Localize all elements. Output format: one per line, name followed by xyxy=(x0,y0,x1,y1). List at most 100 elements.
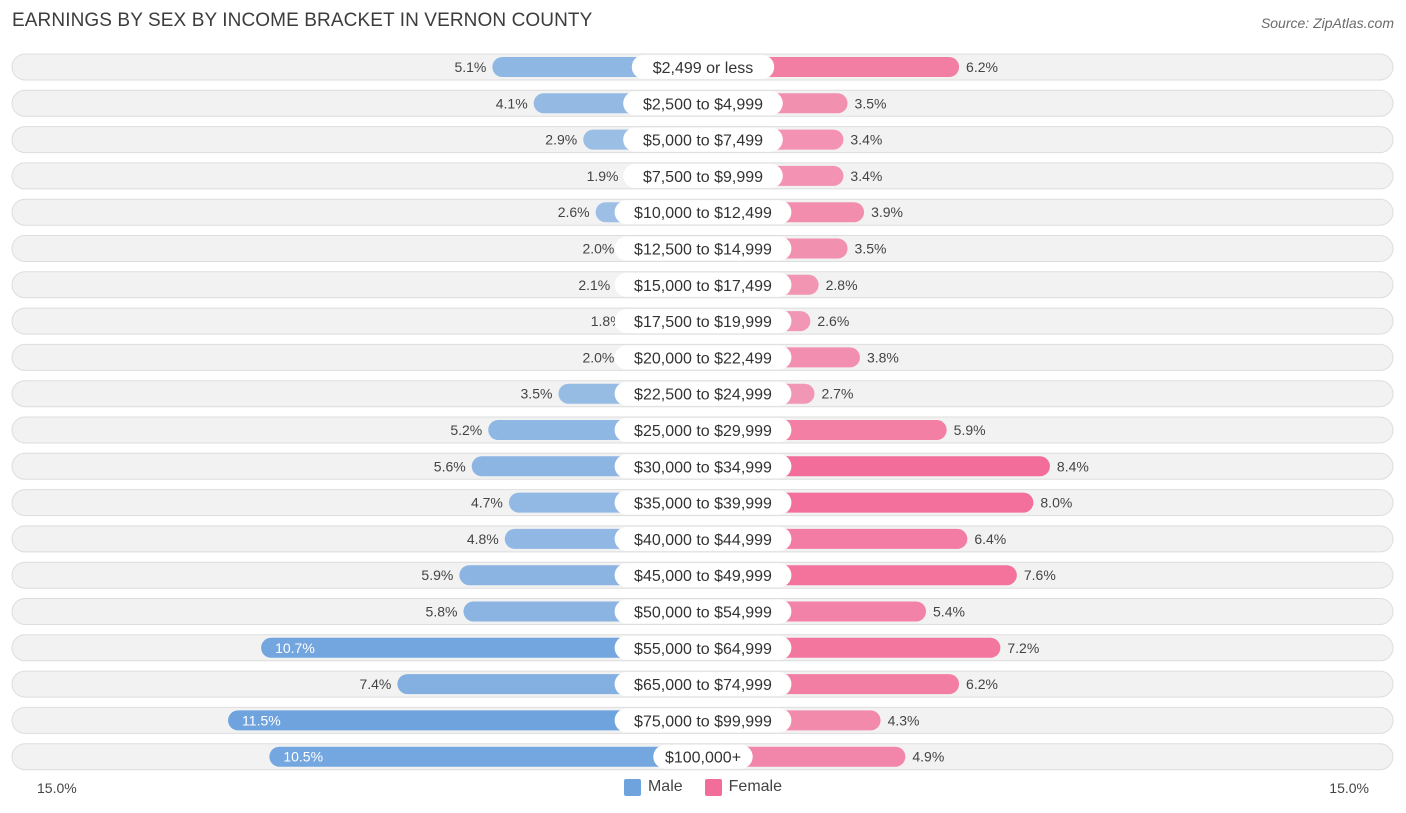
male-value-label: 5.8% xyxy=(426,604,458,620)
category-pill xyxy=(614,672,792,697)
category-pill xyxy=(623,91,783,116)
female-value-label: 4.3% xyxy=(888,712,920,728)
category-pill xyxy=(614,635,792,660)
category-label: $30,000 to $34,999 xyxy=(634,459,772,476)
category-label: $75,000 to $99,999 xyxy=(634,713,772,730)
bar-row: 11.5% 4.3% $75,000 to $99,999 xyxy=(11,706,1394,734)
category-label: $65,000 to $74,999 xyxy=(634,677,772,694)
female-value-label: 3.8% xyxy=(867,349,899,365)
male-value-label: 5.9% xyxy=(421,567,453,583)
legend: Male Female xyxy=(0,778,1406,796)
category-pill xyxy=(623,127,783,152)
female-value-label: 2.6% xyxy=(817,313,849,329)
female-bar[interactable] xyxy=(703,746,906,767)
legend-item-female[interactable]: Female xyxy=(704,778,782,796)
category-label: $22,500 to $24,999 xyxy=(634,387,772,404)
category-label: $55,000 to $64,999 xyxy=(634,641,772,658)
female-value-label: 2.7% xyxy=(822,386,854,402)
male-value-label: 1.9% xyxy=(587,168,619,184)
male-value-label: 2.0% xyxy=(582,241,614,257)
female-value-label: 7.6% xyxy=(1024,567,1056,583)
category-label: $25,000 to $29,999 xyxy=(634,423,772,440)
female-value-label: 5.4% xyxy=(933,604,965,620)
legend-item-male[interactable]: Male xyxy=(623,778,683,796)
male-value-label: 1.8% xyxy=(591,313,623,329)
axis-left-label: 15.0% xyxy=(37,780,77,796)
female-value-label: 3.4% xyxy=(850,132,882,148)
category-pill xyxy=(614,708,792,733)
bar-row: 1.9% 3.4% $7,500 to $9,999 xyxy=(11,162,1394,190)
bar-row: 2.6% 3.9% $10,000 to $12,499 xyxy=(11,198,1394,226)
category-label: $45,000 to $49,999 xyxy=(634,568,772,585)
male-bar[interactable] xyxy=(261,637,703,658)
category-pill xyxy=(653,744,753,769)
category-label: $5,000 to $7,499 xyxy=(643,133,763,150)
bar-row: 4.8% 6.4% $40,000 to $44,999 xyxy=(11,525,1394,553)
female-value-label: 4.9% xyxy=(912,749,944,765)
male-value-label: 2.9% xyxy=(545,132,577,148)
bar-row: 5.1% 6.2% $2,499 or less xyxy=(11,53,1394,81)
female-swatch xyxy=(704,778,722,796)
female-value-label: 3.5% xyxy=(855,95,887,111)
male-value-label: 10.7% xyxy=(275,640,315,656)
bar-row: 4.1% 3.5% $2,500 to $4,999 xyxy=(11,89,1394,117)
female-value-label: 6.4% xyxy=(974,531,1006,547)
axis-right-label: 15.0% xyxy=(1329,780,1369,796)
male-value-label: 4.7% xyxy=(471,495,503,511)
female-value-label: 3.9% xyxy=(871,204,903,220)
male-value-label: 7.4% xyxy=(359,676,391,692)
category-pill xyxy=(614,236,792,261)
female-value-label: 6.2% xyxy=(966,59,998,75)
category-pill xyxy=(614,309,792,334)
female-value-label: 8.0% xyxy=(1040,495,1072,511)
female-value-label: 8.4% xyxy=(1057,458,1089,474)
female-value-label: 5.9% xyxy=(954,422,986,438)
chart-title: EARNINGS BY SEX BY INCOME BRACKET IN VER… xyxy=(12,10,593,31)
bar-row: 3.5% 2.7% $22,500 to $24,999 xyxy=(11,380,1394,408)
bar-row: 10.7% 7.2% $55,000 to $64,999 xyxy=(11,634,1394,662)
category-label: $50,000 to $54,999 xyxy=(634,605,772,622)
category-label: $2,499 or less xyxy=(653,60,754,77)
category-label: $10,000 to $12,499 xyxy=(634,205,772,222)
bar-row: 5.6% 8.4% $30,000 to $34,999 xyxy=(11,452,1394,480)
category-pill xyxy=(614,490,792,515)
category-pill xyxy=(614,200,792,225)
male-value-label: 2.0% xyxy=(582,349,614,365)
category-label: $17,500 to $19,999 xyxy=(634,314,772,331)
male-bar[interactable] xyxy=(228,710,704,731)
bar-row: 5.8% 5.4% $50,000 to $54,999 xyxy=(11,598,1394,625)
source-credit: Source: ZipAtlas.com xyxy=(1260,15,1394,31)
bar-row: 5.9% 7.6% $45,000 to $49,999 xyxy=(11,561,1394,589)
male-value-label: 10.5% xyxy=(283,749,323,765)
category-pill xyxy=(614,272,792,297)
male-swatch xyxy=(623,778,641,796)
female-value-label: 2.8% xyxy=(826,277,858,293)
category-label: $40,000 to $44,999 xyxy=(634,532,772,549)
bar-row: 5.2% 5.9% $25,000 to $29,999 xyxy=(11,416,1394,444)
female-value-label: 6.2% xyxy=(966,676,998,692)
male-bar[interactable] xyxy=(269,746,703,767)
category-label: $15,000 to $17,499 xyxy=(634,278,772,295)
female-value-label: 3.5% xyxy=(855,241,887,257)
category-pill xyxy=(614,381,792,406)
category-pill xyxy=(614,526,792,551)
category-pill xyxy=(614,345,792,370)
category-label: $12,500 to $14,999 xyxy=(634,242,772,259)
category-label: $2,500 to $4,999 xyxy=(643,96,763,113)
male-value-label: 11.5% xyxy=(242,712,281,728)
bar-row: 2.9% 3.4% $5,000 to $7,499 xyxy=(11,126,1394,154)
male-value-label: 2.6% xyxy=(558,204,590,220)
bar-row: 7.4% 6.2% $65,000 to $74,999 xyxy=(11,670,1394,698)
male-value-label: 5.1% xyxy=(454,59,486,75)
male-value-label: 4.8% xyxy=(467,531,499,547)
category-pill xyxy=(614,418,792,442)
male-value-label: 3.5% xyxy=(521,386,553,402)
category-label: $7,500 to $9,999 xyxy=(643,169,763,186)
female-value-label: 7.2% xyxy=(1007,640,1039,656)
male-value-label: 5.2% xyxy=(450,422,482,438)
male-value-label: 4.1% xyxy=(496,95,528,111)
bar-row: 4.7% 8.0% $35,000 to $39,999 xyxy=(11,489,1394,517)
male-value-label: 5.6% xyxy=(434,458,466,474)
female-value-label: 3.4% xyxy=(850,168,882,184)
